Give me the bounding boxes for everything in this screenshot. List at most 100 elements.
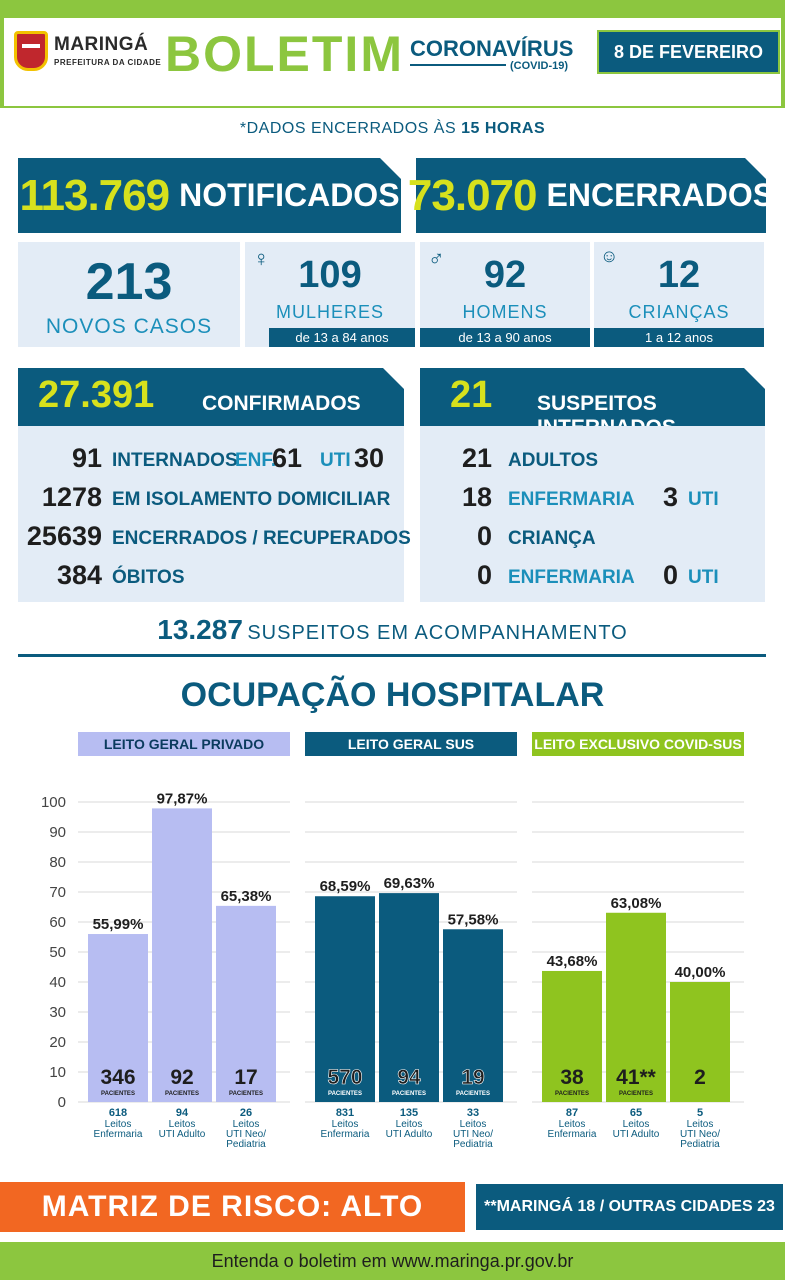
children-card: ☺ 12 CRIANÇAS 1 a 12 anos [594,242,764,347]
bar-percent-label: 55,99% [93,916,144,933]
icu-number: 30 [353,443,384,473]
bar-beds-count: 87 [566,1107,578,1119]
y-tick-label: 0 [58,1094,66,1111]
y-tick-label: 10 [49,1064,66,1081]
women-label: MULHERES [275,302,385,322]
bar-beds-count: 26 [240,1107,252,1119]
children-age-range: 1 a 12 anos [594,328,764,347]
deaths-number: 384 [56,560,102,590]
adult-ward-label: ENFERMARIA [508,489,635,510]
bar-beds-count: 94 [176,1107,189,1119]
notified-number: 113.769 [19,170,170,220]
suspects-panel [420,426,765,602]
children-number: 12 [657,254,701,296]
notified-label: NOTIFICADOS [179,177,400,213]
bar-patients-unit: PACIENTES [456,1091,490,1097]
bar-patients-unit: PACIENTES [101,1091,135,1097]
bar [379,893,439,1102]
follow-up-line: 13.287 SUSPEITOS EM ACOMPANHAMENTO [0,614,785,646]
y-tick-label: 30 [49,1004,66,1021]
cutoff-prefix: *DADOS ENCERRADOS ÀS [239,120,462,137]
section-divider [18,654,766,657]
bar-bed-type-label: UTI Neo/ [680,1129,720,1140]
bar-percent-label: 68,59% [320,878,371,895]
men-label: HOMENS [462,302,548,322]
home-isolation-number: 1278 [41,482,102,512]
footer-link-text: Entenda o boletim em www.maringa.pr.gov.… [0,1242,785,1280]
men-age-range: de 13 a 90 anos [420,328,590,347]
bar-bed-type-label: Leitos [169,1119,196,1130]
brand-name: MARINGÁ [54,34,149,55]
cities-breakdown: **MARINGÁ 18 / OUTRAS CIDADES 23 [474,1182,785,1232]
bar [670,982,730,1102]
child-ward-number: 0 [476,560,492,590]
category-covid-sus: LEITO EXCLUSIVO COVID-SUS [532,732,744,756]
bar-patients-unit: PACIENTES [392,1091,426,1097]
bar-patients-number: 2 [694,1066,706,1089]
adult-icu-label: UTI [688,489,719,510]
y-tick-label: 20 [49,1034,66,1051]
bar-beds-count: 33 [467,1107,479,1119]
men-number: 92 [483,254,527,296]
bar-beds-count: 618 [109,1107,127,1119]
woman-icon: ♀ [253,246,270,271]
bar-bed-type-label: Pediatria [680,1139,720,1150]
child-icu-number: 0 [662,560,678,590]
bar-patients-number: 19 [461,1066,484,1089]
brand-subtitle: PREFEITURA DA CIDADE [54,58,162,67]
bar-patients-number: 17 [234,1066,257,1089]
new-cases-label: NOVOS CASOS [45,315,213,338]
bar-percent-label: 57,58% [448,911,499,928]
adults-label: ADULTOS [508,450,599,471]
children-label: CRIANÇAS [628,302,730,322]
women-age-range: de 13 a 84 anos [269,328,415,347]
women-number: 109 [298,254,362,296]
bar [443,929,503,1102]
bar-bed-type-label: Enfermaria [321,1129,370,1140]
bar-patients-number: 41** [616,1066,657,1089]
occupancy-chart: 0 10 20 30 40 50 60 70 80 90 100 55,99% 346 PACIENTES… [41,790,744,1150]
bar-bed-type-label: Pediatria [226,1139,266,1150]
y-tick-label: 50 [49,944,66,961]
bar-bed-type-label: Leitos [559,1119,586,1130]
y-tick-label: 100 [41,794,66,811]
bar-bed-type-label: UTI Adulto [386,1129,433,1140]
bar-bed-type-label: Enfermaria [94,1129,143,1140]
y-tick-label: 60 [49,914,66,931]
bar-patients-number: 92 [170,1066,193,1089]
bar [542,970,602,1102]
man-icon: ♂ [428,246,445,271]
ward-label: ENF. [235,450,277,471]
ward-number: 61 [271,443,302,473]
bar-patients-unit: PACIENTES [165,1091,199,1097]
child-icu-label: UTI [688,567,719,588]
closed-label: ENCERRADOS [546,177,775,213]
bar-beds-count: 65 [630,1107,642,1119]
occupancy-title: OCUPAÇÃO HOSPITALAR [180,676,605,714]
child-ward-label: ENFERMARIA [508,567,635,588]
suspects-header: 21 SUSPEITOS INTERNADOS [420,368,766,439]
hospitalized-label: INTERNADOS [112,450,238,471]
y-tick-label: 40 [49,974,66,991]
notified-total: 113.769 NOTIFICADOS [18,158,402,233]
topic-subtitle: (COVID-19) [510,60,569,72]
bar-bed-type-label: UTI Neo/ [226,1129,266,1140]
bar-bed-type-label: UTI Adulto [159,1129,206,1140]
bar-percent-label: 63,08% [611,895,662,912]
cutoff-time: 15 HORAS [461,120,546,137]
risk-matrix-banner: MATRIZ DE RISCO: ALTO [0,1182,465,1232]
date-badge: 8 DE FEVEREIRO [597,30,780,74]
bar-bed-type-label: Leitos [396,1119,423,1130]
confirmed-panel [18,426,404,602]
bar-patients-number: 38 [560,1066,584,1089]
bar-bed-type-label: Leitos [233,1119,260,1130]
bar-beds-count: 135 [400,1107,418,1119]
page-title: BOLETIM [165,26,404,82]
follow-up-label: SUSPEITOS EM ACOMPANHAMENTO [247,622,628,644]
icu-label: UTI [320,450,351,471]
confirmed-label: CONFIRMADOS [202,392,361,415]
new-cases-card: 213 NOVOS CASOS [18,242,240,347]
data-cutoff-note: *DADOS ENCERRADOS ÀS 15 HORAS [0,120,785,138]
y-tick-label: 90 [49,824,66,841]
bar [315,896,375,1102]
